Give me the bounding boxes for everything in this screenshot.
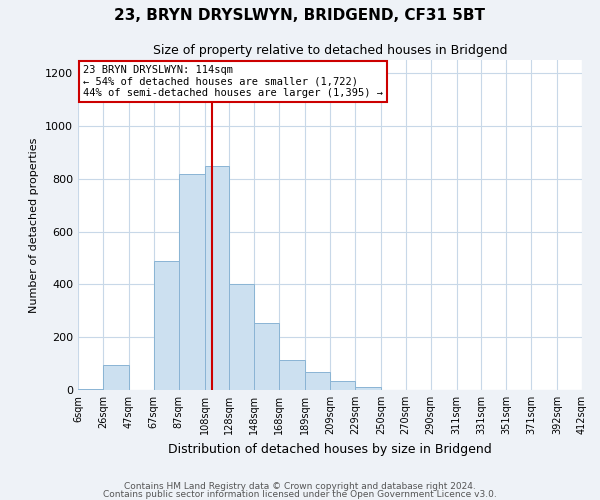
- Text: 23, BRYN DRYSLWYN, BRIDGEND, CF31 5BT: 23, BRYN DRYSLWYN, BRIDGEND, CF31 5BT: [115, 8, 485, 22]
- Bar: [254, 322, 279, 390]
- Bar: [205, 166, 229, 390]
- Bar: [355, 388, 381, 390]
- Bar: [179, 174, 205, 390]
- Bar: [154, 260, 179, 390]
- Text: Contains public sector information licensed under the Open Government Licence v3: Contains public sector information licen…: [103, 490, 497, 499]
- Title: Size of property relative to detached houses in Bridgend: Size of property relative to detached ho…: [153, 44, 507, 58]
- Bar: [229, 284, 254, 390]
- Bar: [78, 388, 103, 390]
- Y-axis label: Number of detached properties: Number of detached properties: [29, 138, 40, 312]
- Text: 23 BRYN DRYSLWYN: 114sqm
← 54% of detached houses are smaller (1,722)
44% of sem: 23 BRYN DRYSLWYN: 114sqm ← 54% of detach…: [83, 65, 383, 98]
- Text: Contains HM Land Registry data © Crown copyright and database right 2024.: Contains HM Land Registry data © Crown c…: [124, 482, 476, 491]
- Bar: [279, 360, 305, 390]
- Bar: [103, 365, 129, 390]
- Bar: [305, 372, 330, 390]
- Bar: [330, 381, 355, 390]
- X-axis label: Distribution of detached houses by size in Bridgend: Distribution of detached houses by size …: [168, 442, 492, 456]
